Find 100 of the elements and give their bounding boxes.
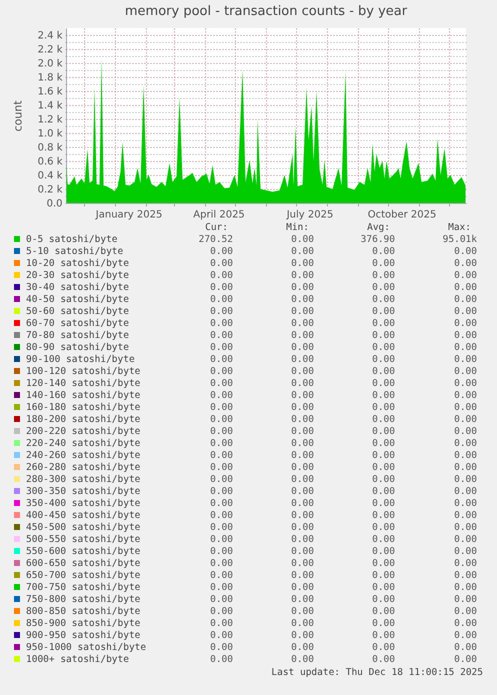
text: 0.00	[210, 606, 234, 617]
text: 0.00	[372, 654, 396, 665]
text: 0.00	[291, 402, 314, 413]
text: 0.00	[372, 426, 396, 437]
legend-label: 100-120 satoshi/byte	[26, 366, 141, 377]
text: 0.00	[372, 594, 396, 605]
text: 0.00	[372, 342, 396, 353]
text: 0.00	[372, 642, 396, 653]
text: 0.00	[372, 330, 396, 341]
text: 0.00	[454, 510, 478, 521]
text: 0.00	[291, 450, 314, 461]
text: 376.90	[360, 234, 396, 245]
text: 0.00	[372, 498, 396, 509]
text: 0.00	[291, 654, 314, 665]
text: 0.00	[372, 534, 396, 545]
text: 0.00	[454, 450, 478, 461]
text: 0.00	[454, 642, 478, 653]
y-tick-label: 2.4 k	[38, 30, 63, 42]
text: 0.00	[454, 654, 478, 665]
text: 0.00	[372, 282, 396, 293]
text: 0.00	[210, 282, 234, 293]
text: 0.00	[372, 486, 396, 497]
text: 0.00	[210, 594, 234, 605]
text: 0.00	[454, 330, 478, 341]
text: 0.00	[291, 330, 314, 341]
text: 0.00	[210, 498, 234, 509]
text: 0.00	[291, 486, 314, 497]
text: 0.00	[210, 630, 234, 641]
legend-label: 30-40 satoshi/byte	[26, 282, 130, 293]
legend-label: 750-800 satoshi/byte	[26, 594, 141, 605]
text: 0.00	[454, 342, 478, 353]
text: 0.00	[372, 390, 396, 401]
text: 0.00	[210, 294, 234, 305]
text: 0.00	[291, 594, 314, 605]
text: 0.00	[454, 414, 478, 425]
text: 0.00	[372, 582, 396, 593]
text: 0.00	[454, 582, 478, 593]
text: 0.00	[372, 366, 396, 377]
text: 0.00	[291, 282, 314, 293]
legend-label: 850-900 satoshi/byte	[26, 618, 141, 629]
legend-label: 160-180 satoshi/byte	[26, 402, 141, 413]
text: 0.00	[291, 414, 314, 425]
text: 0.00	[454, 366, 478, 377]
text: 0.00	[372, 318, 396, 329]
text: 0.00	[291, 510, 314, 521]
text: 0.00	[291, 438, 314, 449]
text: 0.00	[372, 378, 396, 389]
text: 0.00	[454, 462, 478, 473]
text: 0.00	[291, 642, 314, 653]
legend-label: 180-200 satoshi/byte	[26, 414, 141, 425]
x-tick-label: January 2025	[94, 210, 162, 220]
text: 0.00	[291, 306, 314, 317]
text: 0.00	[372, 558, 396, 569]
text: 0.00	[372, 306, 396, 317]
text: 0.00	[210, 390, 234, 401]
legend-label: 1000+ satoshi/byte	[26, 654, 130, 665]
text: Avg:	[367, 222, 390, 233]
text: 0.00	[372, 438, 396, 449]
text: 0.00	[372, 402, 396, 413]
text: 0.00	[210, 558, 234, 569]
legend-label: 120-140 satoshi/byte	[26, 378, 141, 389]
legend-label: 60-70 satoshi/byte	[26, 318, 130, 329]
text: 0.00	[372, 462, 396, 473]
chart-title: memory pool - transaction counts - by year	[124, 4, 408, 19]
text: 0.00	[210, 306, 234, 317]
text: 0.00	[372, 294, 396, 305]
legend-label: 600-650 satoshi/byte	[26, 558, 141, 569]
text: 0.00	[372, 270, 396, 281]
legend-label: 900-950 satoshi/byte	[26, 630, 141, 641]
legend-label: 300-350 satoshi/byte	[26, 486, 141, 497]
text: 0.00	[454, 486, 478, 497]
legend-label: 90-100 satoshi/byte	[26, 354, 135, 365]
text: 0.00	[291, 426, 314, 437]
legend-label: 5-10 satoshi/byte	[26, 246, 124, 257]
text: 0.00	[291, 522, 314, 533]
legend-label: 650-700 satoshi/byte	[26, 570, 141, 581]
legend-label: 550-600 satoshi/byte	[26, 546, 141, 557]
legend-label: 40-50 satoshi/byte	[26, 294, 130, 305]
legend-label: 50-60 satoshi/byte	[26, 306, 130, 317]
legend-label: 450-500 satoshi/byte	[26, 522, 141, 533]
text: 0.00	[372, 606, 396, 617]
text: 0.00	[454, 570, 478, 581]
text: 0.00	[210, 450, 234, 461]
text: 0.00	[454, 354, 478, 365]
text: 0.00	[210, 546, 234, 557]
text: 0.00	[291, 570, 314, 581]
text: 0.00	[454, 402, 478, 413]
text: 0.00	[372, 510, 396, 521]
text: 0.00	[372, 354, 396, 365]
text: 0.00	[454, 630, 478, 641]
text: 0.00	[454, 390, 478, 401]
text: 0.00	[210, 246, 234, 257]
legend-label: 240-260 satoshi/byte	[26, 450, 141, 461]
y-tick-label: 2.0 k	[38, 58, 63, 70]
text: 0.00	[291, 474, 314, 485]
y-tick-label: 1.0 k	[38, 128, 63, 140]
legend-label: 80-90 satoshi/byte	[26, 342, 130, 353]
text: 0.00	[210, 342, 234, 353]
x-tick-label: July 2025	[286, 210, 334, 220]
text: 0.00	[372, 450, 396, 461]
